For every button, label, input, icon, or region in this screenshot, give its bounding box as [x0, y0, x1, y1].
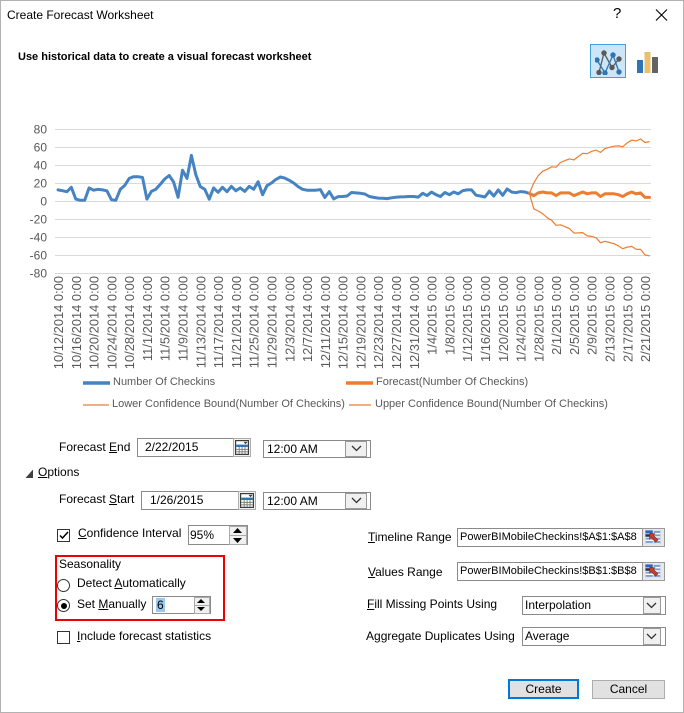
svg-text:-80: -80 — [30, 267, 48, 281]
svg-text:80: 80 — [34, 123, 48, 137]
svg-text:-60: -60 — [30, 249, 48, 263]
svg-text:2/21/2015 0:00: 2/21/2015 0:00 — [638, 276, 653, 362]
svg-text:11/29/2014 0:00: 11/29/2014 0:00 — [265, 276, 280, 368]
svg-text:1/12/2015 0:00: 1/12/2015 0:00 — [460, 276, 475, 362]
svg-text:11/1/2014 0:00: 11/1/2014 0:00 — [140, 276, 155, 361]
svg-text:12/19/2014 0:00: 12/19/2014 0:00 — [353, 276, 368, 369]
svg-text:12/11/2014 0:00: 12/11/2014 0:00 — [318, 276, 333, 368]
svg-text:10/12/2014 0:00: 10/12/2014 0:00 — [51, 276, 66, 369]
svg-text:1/8/2015 0:00: 1/8/2015 0:00 — [442, 276, 457, 355]
svg-text:-40: -40 — [30, 231, 48, 245]
svg-text:11/21/2014 0:00: 11/21/2014 0:00 — [229, 276, 244, 368]
svg-text:1/20/2015 0:00: 1/20/2015 0:00 — [496, 276, 511, 362]
svg-text:12/15/2014 0:00: 12/15/2014 0:00 — [336, 276, 351, 369]
svg-text:2/9/2015 0:00: 2/9/2015 0:00 — [585, 276, 600, 355]
svg-text:2/5/2015 0:00: 2/5/2015 0:00 — [567, 276, 582, 355]
svg-text:2/17/2015 0:00: 2/17/2015 0:00 — [620, 276, 635, 362]
svg-text:2/1/2015 0:00: 2/1/2015 0:00 — [549, 276, 564, 355]
svg-text:10/16/2014 0:00: 10/16/2014 0:00 — [69, 276, 84, 369]
svg-text:11/9/2014 0:00: 11/9/2014 0:00 — [176, 276, 191, 361]
svg-text:10/28/2014 0:00: 10/28/2014 0:00 — [122, 276, 137, 369]
svg-text:10/20/2014 0:00: 10/20/2014 0:00 — [87, 276, 102, 369]
svg-text:12/3/2014 0:00: 12/3/2014 0:00 — [282, 276, 297, 362]
svg-text:20: 20 — [34, 177, 48, 191]
svg-text:60: 60 — [34, 141, 48, 155]
svg-text:11/17/2014 0:00: 11/17/2014 0:00 — [211, 276, 226, 368]
svg-text:12/23/2014 0:00: 12/23/2014 0:00 — [371, 276, 386, 369]
svg-text:2/13/2015 0:00: 2/13/2015 0:00 — [603, 276, 618, 362]
svg-text:0: 0 — [40, 195, 47, 209]
svg-text:-20: -20 — [30, 213, 48, 227]
svg-text:1/24/2015 0:00: 1/24/2015 0:00 — [514, 276, 529, 362]
svg-text:1/16/2015 0:00: 1/16/2015 0:00 — [478, 276, 493, 362]
svg-text:40: 40 — [34, 159, 48, 173]
svg-text:12/7/2014 0:00: 12/7/2014 0:00 — [300, 276, 315, 362]
svg-text:1/4/2015 0:00: 1/4/2015 0:00 — [425, 276, 440, 355]
svg-text:12/31/2014 0:00: 12/31/2014 0:00 — [407, 276, 422, 369]
svg-text:11/25/2014 0:00: 11/25/2014 0:00 — [247, 276, 262, 368]
svg-text:11/5/2014 0:00: 11/5/2014 0:00 — [158, 276, 173, 361]
svg-text:11/13/2014 0:00: 11/13/2014 0:00 — [193, 276, 208, 368]
svg-text:1/28/2015 0:00: 1/28/2015 0:00 — [531, 276, 546, 362]
svg-text:12/27/2014 0:00: 12/27/2014 0:00 — [389, 276, 404, 369]
svg-text:10/24/2014 0:00: 10/24/2014 0:00 — [104, 276, 119, 369]
